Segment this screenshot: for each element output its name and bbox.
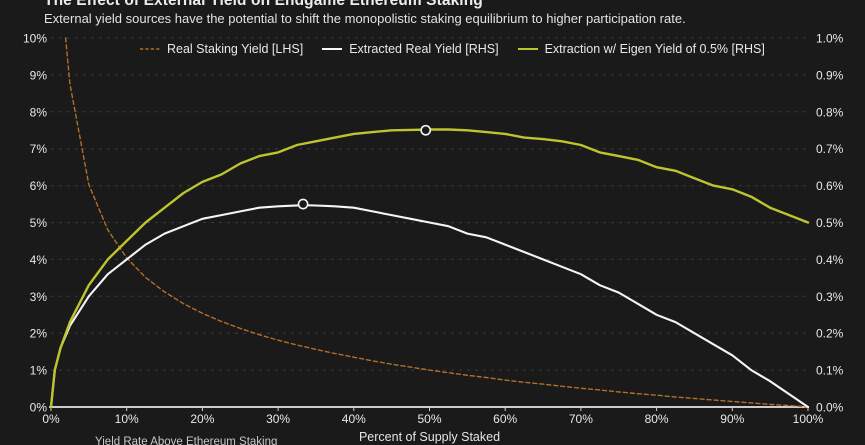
legend-item-real-staking-yield: Real Staking Yield [LHS] <box>139 42 303 56</box>
right-axis-tick-label: 0.0% <box>816 401 844 415</box>
series-line-1 <box>49 204 810 409</box>
right-axis-tick-label: 0.2% <box>816 327 844 341</box>
right-axis-tick-label: 0.1% <box>816 364 844 378</box>
series-line-2 <box>49 128 810 409</box>
x-axis-tick-label: 30% <box>266 412 290 426</box>
x-axis-tick-label: 10% <box>115 412 139 426</box>
x-axis-tick-label: 20% <box>190 412 214 426</box>
x-axis-tick-label: 70% <box>569 412 593 426</box>
chart-title: The Effect of External Yield on Endgame … <box>44 0 483 9</box>
left-axis-tick-label: 8% <box>30 105 48 119</box>
x-axis-tick-label: 40% <box>342 412 366 426</box>
x-axis-tick-label: 100% <box>793 412 824 426</box>
chart-subtitle: External yield sources have the potentia… <box>44 11 686 26</box>
left-axis-tick-label: 9% <box>30 68 48 82</box>
x-axis-tick-label: 80% <box>645 412 669 426</box>
x-axis-tick-label: 50% <box>417 412 441 426</box>
peak-marker <box>420 124 432 136</box>
right-axis-tick-label: 0.6% <box>816 179 844 193</box>
left-axis-tick-label: 4% <box>30 253 48 267</box>
left-axis-tick-label: 5% <box>30 216 48 230</box>
x-axis-tick-label: 0% <box>42 412 60 426</box>
left-axis-tick-label: 0% <box>30 401 48 415</box>
right-axis-tick-label: 0.4% <box>816 253 844 267</box>
dashed-line-swatch-icon <box>140 48 160 50</box>
right-axis-tick-label: 0.7% <box>816 142 844 156</box>
left-axis-tick-label: 2% <box>30 327 48 341</box>
solid-line-swatch-icon <box>517 48 538 50</box>
left-axis-tick-label: 7% <box>30 142 48 156</box>
footer-note: Yield Rate Above Ethereum Staking <box>95 436 278 445</box>
legend-item-extracted-real-yield: Extracted Real Yield [RHS] <box>321 42 499 56</box>
legend-label: Extraction w/ Eigen Yield of 0.5% [RHS] <box>544 42 765 56</box>
legend: Real Staking Yield [LHS] Extracted Real … <box>139 41 765 57</box>
legend-item-eigen-extraction: Extraction w/ Eigen Yield of 0.5% [RHS] <box>517 42 765 56</box>
x-axis-tick-label: 90% <box>720 412 744 426</box>
right-axis-tick-label: 0.3% <box>816 290 844 304</box>
left-axis-tick-label: 3% <box>30 290 48 304</box>
right-axis-tick-label: 1.0% <box>816 32 844 46</box>
legend-label: Real Staking Yield [LHS] <box>167 42 304 56</box>
right-axis-tick-label: 0.9% <box>816 68 844 82</box>
left-axis-tick-label: 10% <box>23 32 47 46</box>
right-axis-tick-label: 0.8% <box>816 105 844 119</box>
right-axis-tick-label: 0.5% <box>816 216 844 230</box>
legend-label: Extracted Real Yield [RHS] <box>349 42 499 56</box>
left-axis-tick-label: 6% <box>30 179 48 193</box>
left-axis-tick-label: 1% <box>30 364 48 378</box>
x-axis-tick-label: 60% <box>493 412 517 426</box>
peak-marker <box>297 198 309 210</box>
x-axis-title: Percent of Supply Staked <box>358 430 501 444</box>
solid-line-swatch-icon <box>322 48 343 50</box>
series-line-0 <box>64 37 809 408</box>
